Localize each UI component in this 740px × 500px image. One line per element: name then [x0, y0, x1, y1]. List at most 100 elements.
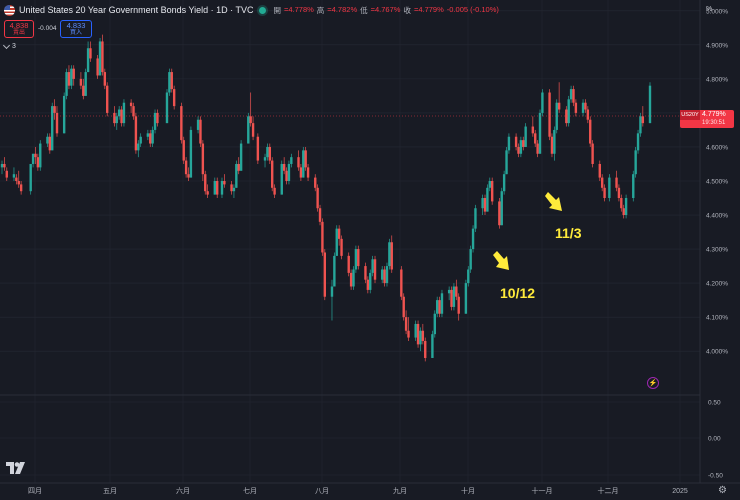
candle	[129, 99, 133, 113]
sell-price: 4.838	[9, 21, 29, 30]
price-label: 4.100%	[706, 315, 728, 322]
candle	[285, 167, 288, 185]
candle	[553, 126, 556, 161]
candle-body	[620, 198, 623, 209]
candle	[414, 320, 417, 341]
candle	[96, 55, 99, 79]
candle-body	[357, 249, 360, 267]
candle	[385, 262, 389, 287]
candle	[0, 160, 4, 175]
candle	[103, 68, 107, 90]
candle-body	[266, 146, 269, 158]
time-axis[interactable]: 四月 五月 六月 七月 八月 九月 十月 十一月 十二月 2025	[28, 486, 688, 495]
candle-body	[624, 198, 628, 216]
lightning-icon[interactable]: ⚡	[647, 377, 659, 389]
time-label: 四月	[28, 487, 42, 495]
candle	[469, 245, 472, 273]
candle-body	[352, 269, 355, 287]
candle-body	[235, 163, 238, 188]
candle	[72, 65, 75, 86]
candle	[146, 129, 150, 141]
candle-body	[457, 296, 460, 314]
market-status-icon[interactable]	[259, 6, 267, 14]
candle	[5, 167, 8, 181]
candle	[12, 167, 16, 181]
candle-body	[51, 106, 54, 151]
candle	[608, 174, 611, 202]
time-label: 七月	[243, 486, 257, 495]
candle	[101, 34, 104, 76]
candle-body	[232, 187, 236, 192]
candle	[220, 177, 224, 199]
candle-body	[500, 191, 503, 226]
time-label: 十月	[461, 486, 475, 495]
candle	[287, 160, 291, 185]
candle-body	[481, 198, 484, 209]
candle-body	[132, 106, 135, 117]
candle	[115, 112, 118, 130]
candle	[337, 225, 341, 246]
price-axis[interactable]: 5.000%4.900%4.800%4.700%4.600%4.500%4.40…	[706, 8, 728, 355]
indicator-axis[interactable]: 0.50 0.00 -0.50	[708, 400, 723, 480]
tradingview-logo-icon[interactable]	[6, 462, 26, 476]
us-flag-icon	[4, 4, 15, 16]
candle-body	[330, 286, 334, 297]
candle-body	[369, 272, 372, 290]
candle-body	[538, 112, 542, 154]
candle-body	[89, 48, 92, 59]
candle	[505, 146, 508, 175]
candle-body	[86, 48, 90, 73]
candle	[290, 153, 293, 168]
candle-body	[19, 184, 23, 192]
candle-body	[517, 146, 520, 154]
annotation-arrow-1012	[493, 251, 509, 270]
candle-body	[182, 140, 185, 161]
candle	[62, 92, 66, 134]
candle	[440, 289, 444, 318]
candle	[634, 146, 637, 178]
candle-body	[467, 269, 470, 284]
candle	[184, 157, 188, 178]
chart-grid	[0, 0, 700, 483]
candle	[598, 160, 601, 181]
buy-button[interactable]: 4.833 買入	[60, 20, 92, 38]
candle	[304, 146, 307, 171]
candle-body	[440, 293, 444, 314]
candle	[65, 68, 68, 100]
candle-body	[450, 289, 453, 307]
candle-body	[591, 143, 594, 164]
candle	[256, 133, 260, 164]
candle-body	[129, 102, 133, 107]
symbol-title[interactable]: United States 20 Year Government Bonds Y…	[19, 5, 254, 15]
candle	[541, 89, 544, 117]
candle	[457, 293, 460, 321]
candle	[574, 99, 578, 117]
candle	[416, 320, 420, 348]
candle-body	[153, 112, 157, 130]
candle	[522, 136, 525, 151]
candle-body	[270, 160, 274, 188]
settings-gear-icon[interactable]: ⚙	[718, 485, 727, 496]
candle	[299, 163, 303, 181]
candle	[132, 102, 135, 120]
candle-body	[569, 89, 573, 100]
indicators-toggle[interactable]: 3	[2, 41, 16, 50]
candle-body	[622, 208, 625, 216]
candle-body	[220, 180, 224, 195]
candle	[550, 133, 554, 158]
candle-body	[347, 255, 350, 273]
candle-body	[12, 174, 16, 178]
candle-body	[268, 146, 272, 161]
percent-scale-toggle[interactable]: %	[706, 6, 713, 13]
candle	[488, 177, 491, 192]
candle	[452, 283, 456, 311]
candle-body	[390, 242, 393, 270]
candle-body	[201, 143, 205, 175]
candle	[323, 249, 327, 301]
time-label: 八月	[315, 487, 329, 495]
open-value: =4.778%	[283, 4, 314, 14]
sell-button[interactable]: 4.838 賣出	[4, 20, 34, 38]
candle	[189, 126, 193, 178]
candle-body	[615, 177, 618, 188]
